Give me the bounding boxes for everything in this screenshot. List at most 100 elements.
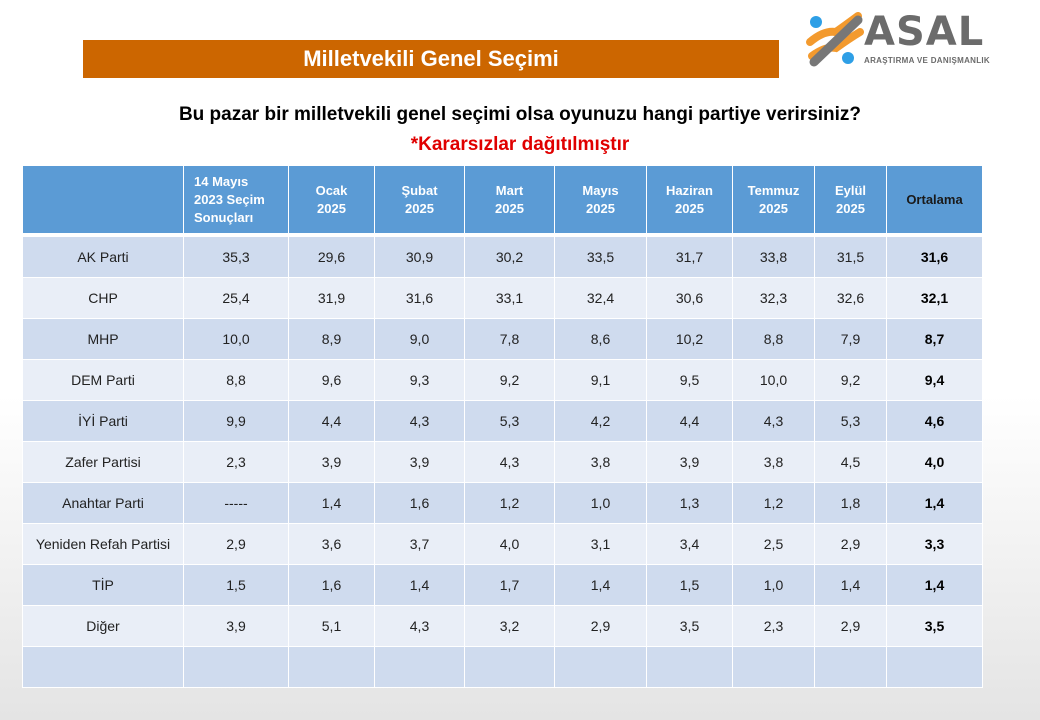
column-header: Temmuz 2025: [732, 165, 815, 237]
value-cell: 31,9: [288, 277, 375, 319]
value-cell: 31,7: [646, 234, 733, 278]
table-header-row: 14 Mayıs 2023 Seçim Sonuçları Ocak 2025 Şubat…: [22, 165, 983, 237]
party-name: AK Parti: [22, 234, 184, 278]
value-cell: 31,6: [374, 277, 465, 319]
value-cell: [183, 646, 289, 688]
value-cell: 4,5: [814, 441, 887, 483]
value-cell: 1,6: [288, 564, 375, 606]
value-cell: 2,3: [732, 605, 815, 647]
value-cell: 9,1: [554, 359, 647, 401]
value-cell: 9,5: [646, 359, 733, 401]
value-cell: 4,0: [464, 523, 555, 565]
value-cell: 9,2: [464, 359, 555, 401]
value-cell: 3,9: [646, 441, 733, 483]
value-cell: 2,9: [814, 605, 887, 647]
value-cell: 30,6: [646, 277, 733, 319]
column-header: Eylül 2025: [814, 165, 887, 237]
average-cell: 4,0: [886, 441, 983, 483]
value-cell: 1,3: [646, 482, 733, 524]
value-cell: 3,4: [646, 523, 733, 565]
value-cell: 5,1: [288, 605, 375, 647]
value-cell: 32,4: [554, 277, 647, 319]
value-cell: [732, 646, 815, 688]
value-cell: 3,8: [732, 441, 815, 483]
column-header-line: Şubat: [401, 182, 438, 198]
average-cell: 3,5: [886, 605, 983, 647]
value-cell: 3,9: [374, 441, 465, 483]
column-header-line: Eylül: [834, 182, 867, 198]
value-cell: 32,3: [732, 277, 815, 319]
table-row: CHP 25,4 31,9 31,6 33,1 32,4 30,6 32,3 32,6 32,1: [22, 277, 983, 319]
value-cell: 29,6: [288, 234, 375, 278]
table-row: Anahtar Parti ----- 1,4 1,6 1,2 1,0 1,3 1,2 1,8 1…: [22, 482, 983, 524]
value-cell: 3,1: [554, 523, 647, 565]
column-header-line: 2025: [405, 200, 434, 216]
value-cell: 8,6: [554, 318, 647, 360]
value-cell: 3,8: [554, 441, 647, 483]
column-header-line: 2025: [675, 200, 704, 216]
value-cell: 30,2: [464, 234, 555, 278]
average-cell: 32,1: [886, 277, 983, 319]
value-cell: 2,5: [732, 523, 815, 565]
value-cell: 2,9: [814, 523, 887, 565]
table-row: İYİ Parti 9,9 4,4 4,3 5,3 4,2 4,4 4,3 5,3 4,6: [22, 400, 983, 442]
value-cell: [288, 646, 375, 688]
logo-text: ASAL: [864, 9, 985, 55]
logo-subtitle: ARAŞTIRMA VE DANIŞMANLIK: [864, 56, 991, 65]
value-cell: 33,1: [464, 277, 555, 319]
value-cell: 1,5: [646, 564, 733, 606]
value-cell: 3,9: [288, 441, 375, 483]
value-cell: 1,4: [374, 564, 465, 606]
value-cell: 9,6: [288, 359, 375, 401]
column-header: Mayıs 2025: [554, 165, 647, 237]
value-cell: 1,5: [183, 564, 289, 606]
slide-title: Milletvekili Genel Seçimi: [83, 40, 779, 78]
value-cell: 7,8: [464, 318, 555, 360]
table-row: Yeniden Refah Partisi 2,9 3,6 3,7 4,0 3,1 3,4 2…: [22, 523, 983, 565]
value-cell: 10,0: [183, 318, 289, 360]
value-cell: 4,3: [464, 441, 555, 483]
column-header: 14 Mayıs 2023 Seçim Sonuçları: [183, 165, 289, 237]
column-header-line: 14 Mayıs: [194, 173, 249, 189]
average-cell: 1,4: [886, 564, 983, 606]
column-header-line: Temmuz: [747, 182, 800, 198]
value-cell: 9,3: [374, 359, 465, 401]
value-cell: 1,2: [732, 482, 815, 524]
table-row: TİP 1,5 1,6 1,4 1,7 1,4 1,5 1,0 1,4 1,4: [22, 564, 983, 606]
table-row: DEM Parti 8,8 9,6 9,3 9,2 9,1 9,5 10,0 9,2 9,4: [22, 359, 983, 401]
value-cell: 25,4: [183, 277, 289, 319]
table-row: MHP 10,0 8,9 9,0 7,8 8,6 10,2 8,8 7,9 8,7: [22, 318, 983, 360]
column-header-line: Ocak: [315, 182, 348, 198]
column-header: Ortalama: [886, 165, 983, 237]
header-party-column: [22, 165, 184, 237]
column-header-line: 2025: [317, 200, 346, 216]
undecided-note: *Kararsızlar dağıtılmıştır: [410, 134, 630, 155]
table-row: Zafer Partisi 2,3 3,9 3,9 4,3 3,8 3,9 3,8 4,5 4,0: [22, 441, 983, 483]
value-cell: 1,6: [374, 482, 465, 524]
asal-logo: ASAL ARAŞTIRMA VE DANIŞMANLIK: [806, 12, 1006, 70]
value-cell: 35,3: [183, 234, 289, 278]
column-header: Mart 2025: [464, 165, 555, 237]
value-cell: 2,9: [183, 523, 289, 565]
column-header-line: Mart: [495, 182, 524, 198]
value-cell: 5,3: [814, 400, 887, 442]
column-header-line: 2023 Seçim: [194, 191, 265, 207]
column-header: Şubat 2025: [374, 165, 465, 237]
party-name: DEM Parti: [22, 359, 184, 401]
value-cell: 2,9: [554, 605, 647, 647]
value-cell: 31,5: [814, 234, 887, 278]
poll-results-table: 14 Mayıs 2023 Seçim Sonuçları Ocak 2025 Şubat…: [22, 165, 983, 688]
average-cell: 31,6: [886, 234, 983, 278]
value-cell: 33,5: [554, 234, 647, 278]
value-cell: 10,0: [732, 359, 815, 401]
column-header: Haziran 2025: [646, 165, 733, 237]
value-cell: 33,8: [732, 234, 815, 278]
value-cell: 4,2: [554, 400, 647, 442]
value-cell: 4,3: [374, 605, 465, 647]
survey-question: Bu pazar bir milletvekili genel seçimi o…: [178, 104, 862, 125]
average-cell: 3,3: [886, 523, 983, 565]
party-name: CHP: [22, 277, 184, 319]
average-cell: 9,4: [886, 359, 983, 401]
value-cell: 10,2: [646, 318, 733, 360]
value-cell: [464, 646, 555, 688]
